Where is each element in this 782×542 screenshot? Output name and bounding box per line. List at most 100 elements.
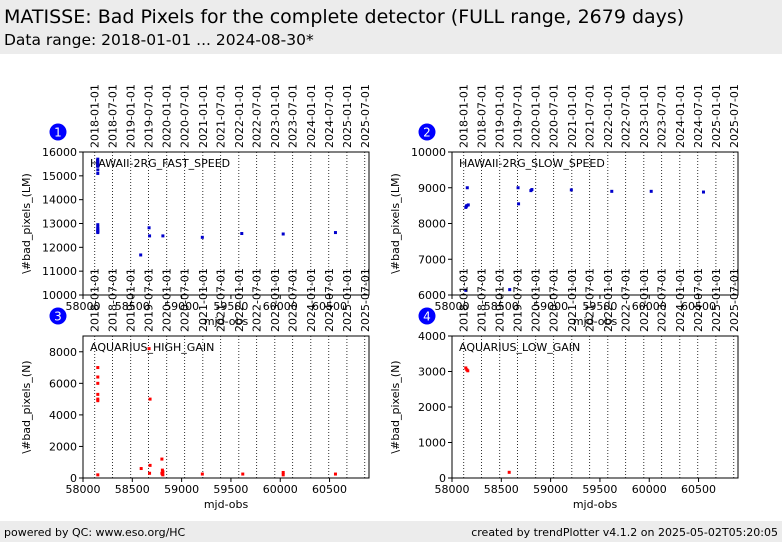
date-tick-label: 2022-01-01 xyxy=(233,84,246,148)
data-point xyxy=(517,202,521,206)
date-tick-label: 2024-01-01 xyxy=(674,84,687,148)
data-point xyxy=(139,467,143,471)
date-tick-label: 2019-07-01 xyxy=(512,268,525,332)
data-point xyxy=(610,189,614,193)
date-tick-label: 2018-01-01 xyxy=(89,268,102,332)
y-tick-label: 12000 xyxy=(42,241,77,254)
panel-number-badge xyxy=(418,123,436,141)
date-tick-label: 2020-01-01 xyxy=(161,268,174,332)
data-point xyxy=(507,470,511,474)
x-tick-label: 59500 xyxy=(213,483,248,496)
data-point xyxy=(240,232,244,236)
x-tick-label: 58000 xyxy=(66,300,101,313)
y-tick-label: 4000 xyxy=(418,330,446,343)
data-point xyxy=(508,288,512,292)
x-tick-label: 59000 xyxy=(164,483,199,496)
x-tick-label: 59500 xyxy=(582,483,617,496)
data-point xyxy=(333,472,337,476)
data-point xyxy=(96,223,100,227)
y-tick-label: 2000 xyxy=(49,440,77,453)
data-point xyxy=(96,399,100,403)
x-tick-label: 58000 xyxy=(435,483,470,496)
date-tick-label: 2018-07-01 xyxy=(476,84,489,148)
date-tick-label: 2022-01-01 xyxy=(602,84,615,148)
y-tick-label: 13000 xyxy=(42,218,77,231)
date-tick-label: 2019-07-01 xyxy=(143,268,156,332)
date-tick-label: 2021-07-01 xyxy=(215,84,228,148)
x-tick-label: 58500 xyxy=(484,300,519,313)
data-point xyxy=(96,392,100,396)
date-tick-label: 2022-07-01 xyxy=(620,84,633,148)
data-point xyxy=(148,234,152,238)
date-tick-label: 2023-01-01 xyxy=(638,268,651,332)
panel-number-badge xyxy=(418,307,436,325)
date-tick-label: 2018-01-01 xyxy=(89,84,102,148)
x-tick-label: 60000 xyxy=(632,300,667,313)
date-tick-label: 2024-07-01 xyxy=(692,268,705,332)
date-tick-label: 2024-07-01 xyxy=(692,84,705,148)
data-point xyxy=(148,471,152,475)
date-tick-label: 2025-01-01 xyxy=(341,268,354,332)
y-axis-label: \#bad_pixels_(LM) xyxy=(389,173,402,274)
x-tick-label: 59500 xyxy=(213,300,248,313)
date-tick-label: 2018-07-01 xyxy=(107,268,120,332)
data-point xyxy=(649,189,653,193)
plot-frame xyxy=(82,335,370,479)
date-tick-label: 2019-07-01 xyxy=(512,84,525,148)
date-tick-label: 2024-01-01 xyxy=(305,268,318,332)
date-tick-label: 2021-01-01 xyxy=(566,84,579,148)
chart-panel-3: 2018-01-01 2018-07-01 2019-01-01 2019-07-01… xyxy=(20,268,372,511)
data-point xyxy=(466,369,470,373)
date-tick-label: 2024-01-01 xyxy=(305,84,318,148)
data-point xyxy=(281,232,285,236)
y-tick-label: 11000 xyxy=(42,265,77,278)
data-point xyxy=(96,168,100,172)
x-tick-label: 60500 xyxy=(312,483,347,496)
date-tick-label: 2020-01-01 xyxy=(161,84,174,148)
data-point xyxy=(139,253,143,257)
data-point xyxy=(96,397,100,401)
panel-number-label: 1 xyxy=(54,126,62,140)
data-point xyxy=(96,157,100,161)
data-point xyxy=(96,375,100,379)
x-tick-label: 59500 xyxy=(582,300,617,313)
date-tick-label: 2023-01-01 xyxy=(269,84,282,148)
data-point xyxy=(161,470,165,474)
data-point xyxy=(466,203,470,207)
date-tick-label: 2019-01-01 xyxy=(494,84,507,148)
x-tick-label: 60000 xyxy=(263,300,298,313)
date-tick-label: 2019-01-01 xyxy=(494,268,507,332)
footer-credit: powered by QC: www.eso.org/HC xyxy=(4,526,186,539)
date-tick-label: 2024-07-01 xyxy=(323,84,336,148)
data-point xyxy=(161,234,165,238)
x-tick-label: 60500 xyxy=(681,483,716,496)
data-point xyxy=(147,347,151,351)
x-tick-label: 58500 xyxy=(115,300,150,313)
date-tick-label: 2022-07-01 xyxy=(251,268,264,332)
data-point xyxy=(96,231,100,235)
x-tick-label: 59000 xyxy=(533,300,568,313)
x-tick-label: 59000 xyxy=(533,483,568,496)
data-point xyxy=(333,231,337,235)
y-tick-label: 15000 xyxy=(42,170,77,183)
y-tick-label: 7000 xyxy=(418,253,446,266)
x-tick-label: 60500 xyxy=(681,300,716,313)
date-tick-label: 2020-07-01 xyxy=(179,84,192,148)
date-tick-label: 2018-07-01 xyxy=(107,84,120,148)
y-tick-label: 4000 xyxy=(49,409,77,422)
date-tick-label: 2025-01-01 xyxy=(710,84,723,148)
data-point xyxy=(200,235,204,239)
data-point xyxy=(147,226,151,230)
date-tick-label: 2018-01-01 xyxy=(458,268,471,332)
data-point xyxy=(464,288,468,292)
data-point xyxy=(465,186,469,190)
date-tick-label: 2023-01-01 xyxy=(269,268,282,332)
date-tick-label: 2021-01-01 xyxy=(566,268,579,332)
y-tick-label: 1000 xyxy=(418,437,446,450)
date-tick-label: 2018-01-01 xyxy=(458,84,471,148)
date-tick-label: 2022-07-01 xyxy=(620,268,633,332)
x-tick-label: 58500 xyxy=(484,483,519,496)
y-tick-label: 16000 xyxy=(42,146,77,159)
date-tick-label: 2020-07-01 xyxy=(548,268,561,332)
data-point xyxy=(281,470,285,474)
